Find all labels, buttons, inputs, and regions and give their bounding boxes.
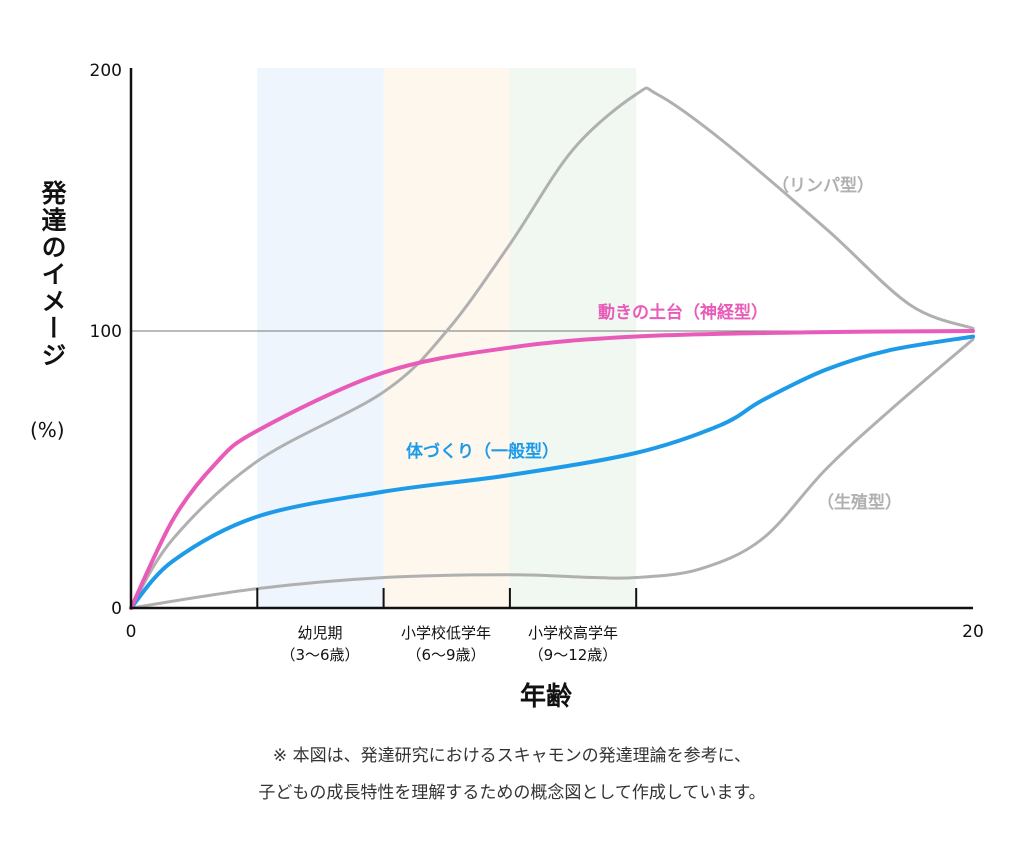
series-label-lymphoid: （リンパ型） [772,176,874,196]
footnote-line-2: 子どもの成長特性を理解するための概念図として作成しています。 [258,783,766,803]
period-label-lower-elementary: 小学校低学年 （6〜9歳） [366,622,526,666]
period-range: （6〜9歳） [406,646,486,664]
series-line-0 [129,86,975,610]
series-label-neural: 動きの土台（神経型） [598,303,768,323]
series-label-reproductive: （生殖型） [817,493,902,513]
series-line-3 [129,329,975,610]
period-band [383,68,510,608]
x-axis-label: 年齢 [520,682,573,712]
period-range: （9〜12歳） [528,646,618,664]
y-tick-label: 200 [90,61,122,81]
period-label-upper-elementary: 小学校高学年 （9〜12歳） [493,622,653,666]
series-label-general: 体づくり（一般型） [406,442,559,462]
y-axis-label: 発達のイメージ [38,180,67,369]
x-tick-label: 0 [126,622,137,642]
footnote-line-1: ※ 本図は、発達研究におけるスキャモンの発達理論を参考に、 [272,746,752,766]
period-label-preschool: 幼児期 （3〜6歳） [240,622,400,666]
series-line-2 [129,334,975,610]
y-tick-label: 0 [111,599,122,619]
x-tick-label: 20 [962,622,984,642]
series-line-1 [129,337,975,610]
period-band [257,68,384,608]
y-tick-label: 100 [90,322,122,342]
y-axis-unit: (%) [30,418,65,442]
period-name: 小学校高学年 [527,624,618,642]
period-name: 幼児期 [297,624,343,642]
period-range: （3〜6歳） [280,646,360,664]
period-name: 小学校低学年 [400,624,491,642]
